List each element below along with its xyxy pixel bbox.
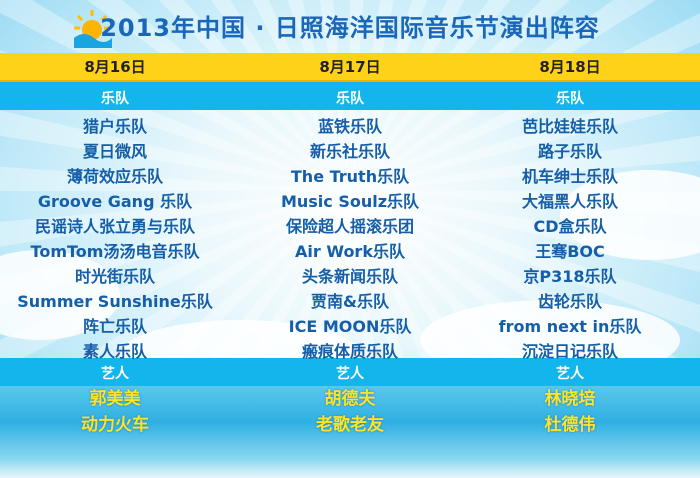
band-name: The Truth乐队	[290, 167, 410, 186]
artist-name: 动力火车	[81, 415, 149, 435]
sun-logo-icon	[74, 10, 112, 48]
artists-label: 艺人	[556, 366, 584, 382]
bands-label: 乐队	[336, 91, 364, 107]
artist-name: 林晓培	[544, 389, 596, 409]
band-name: 保险超人摇滚乐团	[285, 217, 414, 236]
artist-name: 郭美美	[89, 389, 141, 409]
band-name: from next in乐队	[498, 317, 642, 336]
artists-label: 艺人	[336, 366, 364, 382]
band-name: 头条新闻乐队	[301, 267, 398, 286]
band-name: Summer Sunshine乐队	[17, 292, 213, 311]
artist-name: 老歌老友	[316, 415, 384, 435]
bands-section-band	[0, 82, 700, 110]
artist-list-day-1: 郭美美 动力火车	[0, 386, 235, 438]
band-name: 机车绅士乐队	[521, 167, 618, 186]
band-name: 路子乐队	[537, 142, 602, 161]
band-name: 蓝铁乐队	[317, 117, 382, 136]
artists-section-band	[0, 358, 700, 386]
band-name: 贾南&乐队	[311, 292, 389, 311]
band-name: 王骞BOC	[535, 242, 605, 261]
bands-label: 乐队	[101, 91, 129, 107]
band-name: 夏日微风	[82, 142, 147, 161]
sea-background	[0, 385, 700, 478]
artists-label: 艺人	[101, 366, 129, 382]
band-name: 阵亡乐队	[82, 317, 147, 336]
band-name: 薄荷效应乐队	[66, 167, 163, 186]
band-name: Groove Gang 乐队	[37, 192, 193, 211]
artist-list-day-2: 胡德夫 老歌老友	[230, 386, 470, 438]
artist-name: 杜德伟	[544, 415, 596, 435]
cloud	[560, 170, 700, 260]
band-name: 芭比娃娃乐队	[521, 117, 618, 136]
band-name: Music Soulz乐队	[280, 192, 420, 211]
band-name: 民谣诗人张立勇与乐队	[34, 217, 195, 236]
band-name: 齿轮乐队	[537, 292, 602, 311]
band-list-day-3: 芭比娃娃乐队 路子乐队机车绅士乐队 大福黑人乐队 CD盒乐队王骞BOC 京P318乐队齿…	[450, 114, 690, 364]
artist-name: 胡德夫	[324, 389, 376, 409]
band-name: 瘢痕体质乐队	[301, 342, 398, 361]
band-name: 大福黑人乐队	[521, 192, 618, 211]
band-name: ICE MOON乐队	[288, 317, 412, 336]
poster-title: 2013年中国 · 日照海洋国际音乐节演出阵容	[100, 14, 600, 42]
date-day-3: 8月18日	[539, 58, 601, 76]
bands-label: 乐队	[556, 91, 584, 107]
band-name: 新乐社乐队	[309, 142, 390, 161]
date-day-2: 8月17日	[319, 58, 381, 76]
band-name: TomTom汤汤电音乐队	[30, 242, 200, 261]
band-list-day-1: 猎户乐队夏日微风薄荷效应乐队 Groove Gang 乐队 民谣诗人张立勇与乐队 To…	[0, 114, 235, 364]
date-bar	[0, 53, 700, 82]
band-name: CD盒乐队	[533, 217, 607, 236]
band-name: 时光街乐队	[74, 267, 155, 286]
date-day-1: 8月16日	[84, 58, 146, 76]
band-name: Air Work乐队	[295, 242, 405, 261]
band-name: 京P318乐队	[523, 267, 617, 286]
band-name: 猎户乐队	[82, 117, 147, 136]
artist-list-day-3: 林晓培 杜德伟	[450, 386, 690, 438]
band-name: 素人乐队	[82, 342, 147, 361]
band-name: 沉淀日记乐队	[521, 342, 618, 361]
band-list-day-2: 蓝铁乐队新乐社乐队 The Truth乐队 Music Soulz乐队 保险超人摇滚乐…	[230, 114, 470, 364]
